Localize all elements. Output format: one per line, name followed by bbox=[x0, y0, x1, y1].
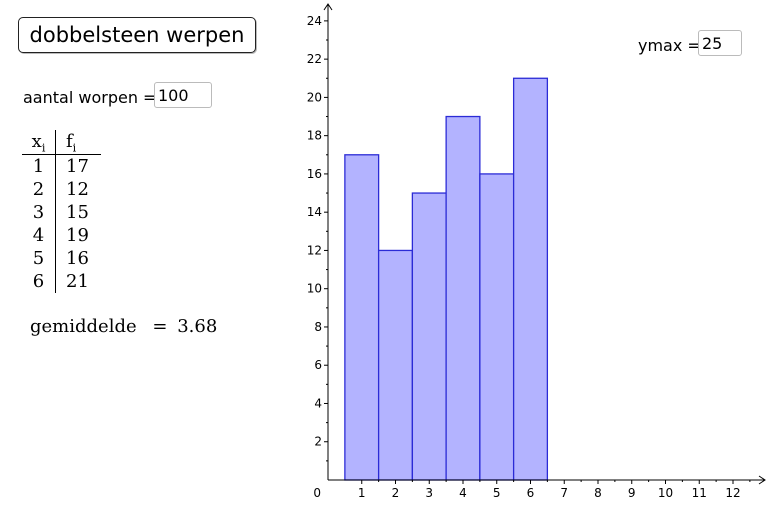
table-row: 1 17 bbox=[22, 155, 101, 178]
table-row: 6 21 bbox=[22, 270, 101, 293]
table-row: 3 15 bbox=[22, 201, 101, 224]
y-tick-label: 14 bbox=[307, 205, 322, 219]
x-tick-label: 7 bbox=[560, 486, 568, 500]
throw-dice-button[interactable]: dobbelsteen werpen bbox=[18, 17, 256, 53]
y-tick-label: 16 bbox=[307, 167, 322, 181]
y-tick-label: 8 bbox=[314, 320, 322, 334]
table-cell-f: 17 bbox=[66, 156, 89, 177]
table-row: 4 19 bbox=[22, 224, 101, 247]
throws-label: aantal worpen = bbox=[23, 88, 157, 107]
histogram-bar bbox=[344, 154, 380, 481]
x-tick-label: 11 bbox=[692, 486, 707, 500]
histogram-bar bbox=[445, 115, 481, 481]
x-tick-label: 5 bbox=[493, 486, 501, 500]
y-tick-label: 4 bbox=[314, 396, 322, 410]
y-tick-label: 6 bbox=[314, 358, 322, 372]
y-tick-label: 18 bbox=[307, 129, 322, 143]
x-tick-label: 12 bbox=[725, 486, 740, 500]
frequency-table: xi fi 1 17 2 12 3 15 4 19 5 16 6 21 bbox=[22, 130, 101, 293]
header-f: f bbox=[66, 131, 73, 152]
table-cell-f: 16 bbox=[66, 248, 89, 269]
table-cell-f: 21 bbox=[66, 271, 89, 292]
x-axis-arrow bbox=[758, 475, 766, 485]
mean-value: 3.68 bbox=[177, 316, 218, 337]
table-cell-f: 19 bbox=[66, 225, 89, 246]
table-cell-x: 3 bbox=[22, 201, 56, 224]
header-x-sub: i bbox=[41, 141, 46, 155]
mean-label: gemiddelde bbox=[30, 316, 137, 337]
table-body: 1 17 2 12 3 15 4 19 5 16 6 21 bbox=[22, 155, 101, 293]
x-tick-label: 3 bbox=[425, 486, 433, 500]
x-tick-label: 9 bbox=[628, 486, 636, 500]
header-x: x bbox=[31, 131, 42, 152]
header-f-sub: i bbox=[72, 141, 77, 155]
y-tick-label: 12 bbox=[307, 243, 322, 257]
throws-input[interactable] bbox=[154, 82, 212, 108]
y-tick-label: 20 bbox=[307, 90, 322, 104]
histogram-bar bbox=[479, 173, 515, 481]
y-tick-label: 22 bbox=[307, 52, 322, 66]
y-tick-label: 10 bbox=[307, 282, 322, 296]
x-tick-label: 10 bbox=[658, 486, 673, 500]
table-cell-x: 2 bbox=[22, 178, 56, 201]
y-tick-label: 24 bbox=[307, 14, 322, 28]
table-cell-f: 12 bbox=[66, 179, 89, 200]
x-tick-label: 4 bbox=[459, 486, 467, 500]
y-axis-arrow bbox=[323, 3, 333, 11]
ymax-label: ymax = bbox=[638, 36, 701, 55]
origin-label: 0 bbox=[313, 486, 321, 500]
histogram-bar bbox=[377, 249, 414, 481]
x-tick-label: 6 bbox=[527, 486, 535, 500]
x-tick-label: 1 bbox=[358, 486, 366, 500]
table-row: 5 16 bbox=[22, 247, 101, 270]
ymax-input[interactable] bbox=[698, 30, 742, 56]
table-cell-x: 6 bbox=[22, 270, 56, 293]
x-tick-label: 2 bbox=[392, 486, 400, 500]
table-cell-x: 1 bbox=[22, 155, 56, 178]
table-cell-f: 15 bbox=[66, 202, 89, 223]
mean-readout: gemiddelde = 3.68 bbox=[30, 316, 218, 337]
x-tick-label: 8 bbox=[594, 486, 602, 500]
table-cell-x: 5 bbox=[22, 247, 56, 270]
table-row: 2 12 bbox=[22, 178, 101, 201]
y-tick-label: 2 bbox=[314, 435, 322, 449]
histogram-bar bbox=[512, 77, 549, 481]
table-cell-x: 4 bbox=[22, 224, 56, 247]
table-header: xi fi bbox=[22, 130, 101, 155]
histogram-bar bbox=[411, 192, 447, 481]
